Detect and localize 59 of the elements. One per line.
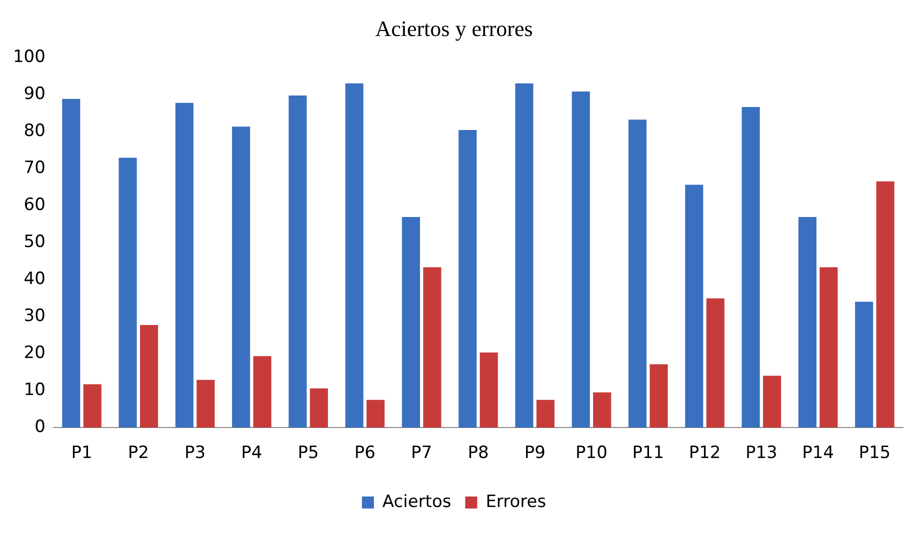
bar — [876, 181, 894, 428]
bar — [423, 267, 442, 428]
y-tick-label: 100 — [12, 46, 46, 67]
bar — [685, 184, 704, 428]
bar — [855, 302, 874, 428]
bar — [310, 388, 328, 428]
y-tick-label: 30 — [24, 306, 46, 326]
bar — [288, 96, 307, 428]
x-tick-label: P15 — [858, 443, 891, 464]
y-tick-label: 20 — [24, 342, 46, 363]
bar — [706, 298, 724, 428]
bar — [515, 83, 534, 428]
bar — [458, 130, 477, 428]
x-tick-label: P12 — [688, 443, 721, 464]
x-tick-label: P2 — [128, 443, 149, 464]
x-tick-label: P7 — [411, 443, 432, 464]
bar — [593, 392, 612, 428]
bar — [650, 364, 668, 428]
x-tick-label: P13 — [745, 443, 778, 464]
legend-label: Aciertos — [382, 492, 452, 512]
y-tick-label: 0 — [34, 417, 46, 438]
x-tick-label: P9 — [524, 443, 546, 464]
bar — [232, 126, 250, 428]
x-tick-label: P3 — [184, 443, 206, 464]
bar — [480, 352, 498, 428]
bar — [196, 380, 215, 428]
x-tick-label: P5 — [298, 443, 319, 464]
bar — [253, 356, 272, 428]
bar — [820, 267, 838, 428]
bar — [572, 91, 590, 428]
x-tick-label: P6 — [354, 443, 376, 464]
bar — [536, 400, 555, 428]
bar — [62, 98, 80, 428]
x-tick-label: P11 — [632, 443, 664, 464]
x-tick-label: P1 — [71, 443, 92, 464]
y-tick-label: 70 — [24, 158, 46, 178]
bar — [83, 384, 102, 428]
y-tick-label: 80 — [24, 120, 46, 141]
bar — [402, 216, 420, 428]
y-tick-label: 10 — [24, 380, 46, 400]
x-tick-label: P4 — [241, 443, 262, 464]
bar — [366, 400, 385, 428]
bar — [345, 83, 364, 428]
bar — [175, 102, 194, 428]
y-tick-label: 60 — [24, 194, 46, 215]
y-tick-label: 90 — [24, 84, 46, 104]
bar — [118, 158, 137, 428]
bar — [763, 376, 782, 428]
y-tick-label: 40 — [24, 268, 46, 289]
y-tick-label: 50 — [24, 232, 46, 252]
legend-label: Errores — [486, 492, 546, 512]
bar — [140, 325, 158, 428]
chart-title: Aciertos y errores — [375, 16, 533, 41]
x-tick-label: P10 — [576, 443, 608, 464]
x-tick-label: P14 — [802, 443, 834, 464]
bar — [628, 120, 647, 428]
x-tick-label: P8 — [468, 443, 489, 464]
bar — [742, 107, 760, 428]
bar — [798, 216, 816, 428]
